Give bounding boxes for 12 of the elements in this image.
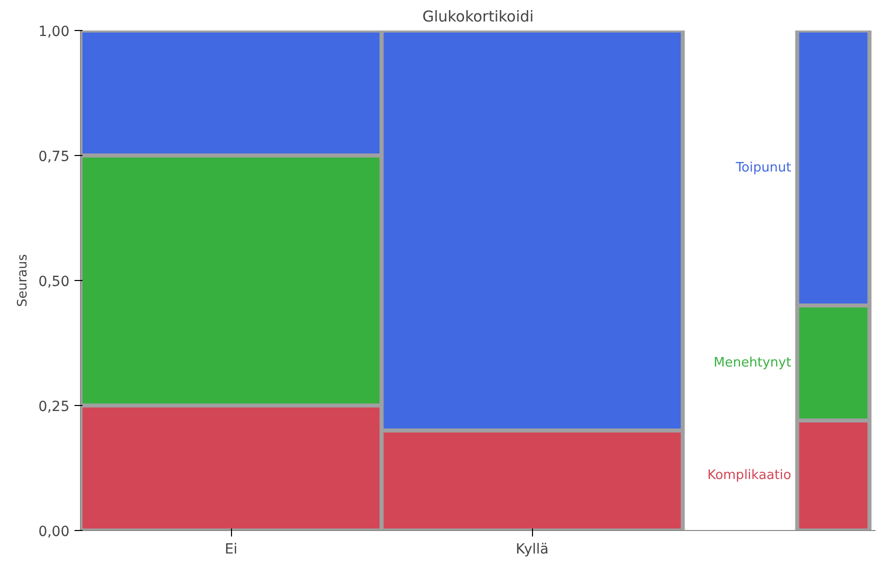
series-label: Komplikaatio (707, 468, 792, 483)
series-label: Toipunut (734, 160, 792, 176)
x-tick-label: Kyllä (516, 542, 549, 558)
y-tick-label: 0,25 (38, 399, 70, 415)
y-tick-label: 0,75 (38, 149, 70, 165)
series-label: Menehtynyt (714, 356, 792, 370)
y-axis-title: Seuraus (15, 254, 30, 307)
x-tick-label: Ei (224, 542, 238, 558)
y-tick-label: 0,50 (38, 274, 70, 290)
y-tick-label: 0,00 (38, 524, 70, 540)
y-tick-label: 1,00 (38, 24, 70, 40)
chart-title: Glukokortikoidi (422, 8, 534, 26)
